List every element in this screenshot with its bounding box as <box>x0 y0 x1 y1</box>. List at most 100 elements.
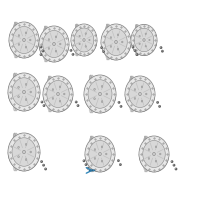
Ellipse shape <box>160 47 161 48</box>
Ellipse shape <box>134 89 136 90</box>
Ellipse shape <box>25 159 27 161</box>
Ellipse shape <box>18 44 20 45</box>
Ellipse shape <box>89 39 90 41</box>
Ellipse shape <box>25 32 27 34</box>
Ellipse shape <box>48 39 50 40</box>
Ellipse shape <box>42 50 44 52</box>
Ellipse shape <box>57 92 59 96</box>
Ellipse shape <box>173 164 174 165</box>
Ellipse shape <box>139 35 140 37</box>
Ellipse shape <box>30 151 32 153</box>
Ellipse shape <box>132 46 133 47</box>
Ellipse shape <box>145 45 146 47</box>
Ellipse shape <box>105 28 127 55</box>
Ellipse shape <box>43 105 44 106</box>
Ellipse shape <box>134 98 136 99</box>
Ellipse shape <box>52 98 54 99</box>
Ellipse shape <box>143 140 165 168</box>
Ellipse shape <box>72 53 74 56</box>
Ellipse shape <box>8 73 40 111</box>
Ellipse shape <box>110 46 112 47</box>
Polygon shape <box>9 22 39 58</box>
Polygon shape <box>84 75 116 113</box>
Ellipse shape <box>41 161 42 162</box>
Ellipse shape <box>157 101 158 103</box>
Ellipse shape <box>85 163 87 166</box>
Ellipse shape <box>12 138 36 166</box>
Ellipse shape <box>23 90 25 94</box>
Ellipse shape <box>18 146 19 148</box>
Ellipse shape <box>30 39 31 41</box>
Ellipse shape <box>40 46 42 48</box>
Ellipse shape <box>48 48 50 49</box>
Ellipse shape <box>18 96 19 98</box>
Ellipse shape <box>171 161 172 162</box>
Ellipse shape <box>77 104 79 107</box>
Ellipse shape <box>59 100 61 102</box>
Ellipse shape <box>75 101 76 102</box>
Ellipse shape <box>99 152 101 156</box>
Ellipse shape <box>92 170 95 171</box>
Ellipse shape <box>70 49 71 51</box>
Ellipse shape <box>25 143 27 145</box>
Ellipse shape <box>43 30 65 58</box>
Ellipse shape <box>153 152 155 156</box>
Ellipse shape <box>158 105 161 108</box>
Ellipse shape <box>132 46 134 48</box>
Ellipse shape <box>117 34 119 36</box>
Ellipse shape <box>101 47 102 48</box>
Ellipse shape <box>161 50 163 51</box>
Ellipse shape <box>84 75 116 113</box>
FancyArrow shape <box>89 170 93 171</box>
Ellipse shape <box>118 101 120 104</box>
Ellipse shape <box>52 89 54 90</box>
Ellipse shape <box>85 46 86 47</box>
Ellipse shape <box>125 76 155 112</box>
Ellipse shape <box>83 39 85 41</box>
Ellipse shape <box>156 101 159 104</box>
Ellipse shape <box>83 159 85 162</box>
Ellipse shape <box>87 167 89 170</box>
Ellipse shape <box>145 33 146 35</box>
Ellipse shape <box>139 92 141 96</box>
Ellipse shape <box>88 80 112 108</box>
Ellipse shape <box>83 160 84 161</box>
Ellipse shape <box>60 43 61 45</box>
Polygon shape <box>101 24 131 60</box>
Ellipse shape <box>12 78 36 106</box>
Ellipse shape <box>40 160 43 163</box>
Ellipse shape <box>101 101 103 103</box>
Ellipse shape <box>175 168 176 169</box>
Ellipse shape <box>23 38 25 42</box>
Ellipse shape <box>101 85 103 87</box>
Ellipse shape <box>134 28 154 52</box>
Ellipse shape <box>79 35 80 37</box>
Polygon shape <box>139 136 169 172</box>
Ellipse shape <box>47 80 69 108</box>
Ellipse shape <box>23 150 25 154</box>
Ellipse shape <box>115 40 117 44</box>
Ellipse shape <box>42 164 45 167</box>
Ellipse shape <box>45 168 46 169</box>
Ellipse shape <box>141 100 143 102</box>
Ellipse shape <box>131 24 157 56</box>
Ellipse shape <box>161 50 164 53</box>
Ellipse shape <box>71 24 97 56</box>
Ellipse shape <box>85 33 86 34</box>
Ellipse shape <box>148 149 150 150</box>
Polygon shape <box>8 73 40 111</box>
Ellipse shape <box>103 51 104 52</box>
Ellipse shape <box>43 164 44 165</box>
Ellipse shape <box>101 24 131 60</box>
Ellipse shape <box>175 168 177 170</box>
Polygon shape <box>125 76 155 112</box>
Ellipse shape <box>155 146 157 148</box>
Polygon shape <box>131 24 157 56</box>
Ellipse shape <box>160 46 162 49</box>
Ellipse shape <box>149 39 150 41</box>
Ellipse shape <box>74 28 94 52</box>
Ellipse shape <box>79 43 80 45</box>
Ellipse shape <box>40 53 42 56</box>
Ellipse shape <box>94 88 95 90</box>
Ellipse shape <box>9 22 39 58</box>
